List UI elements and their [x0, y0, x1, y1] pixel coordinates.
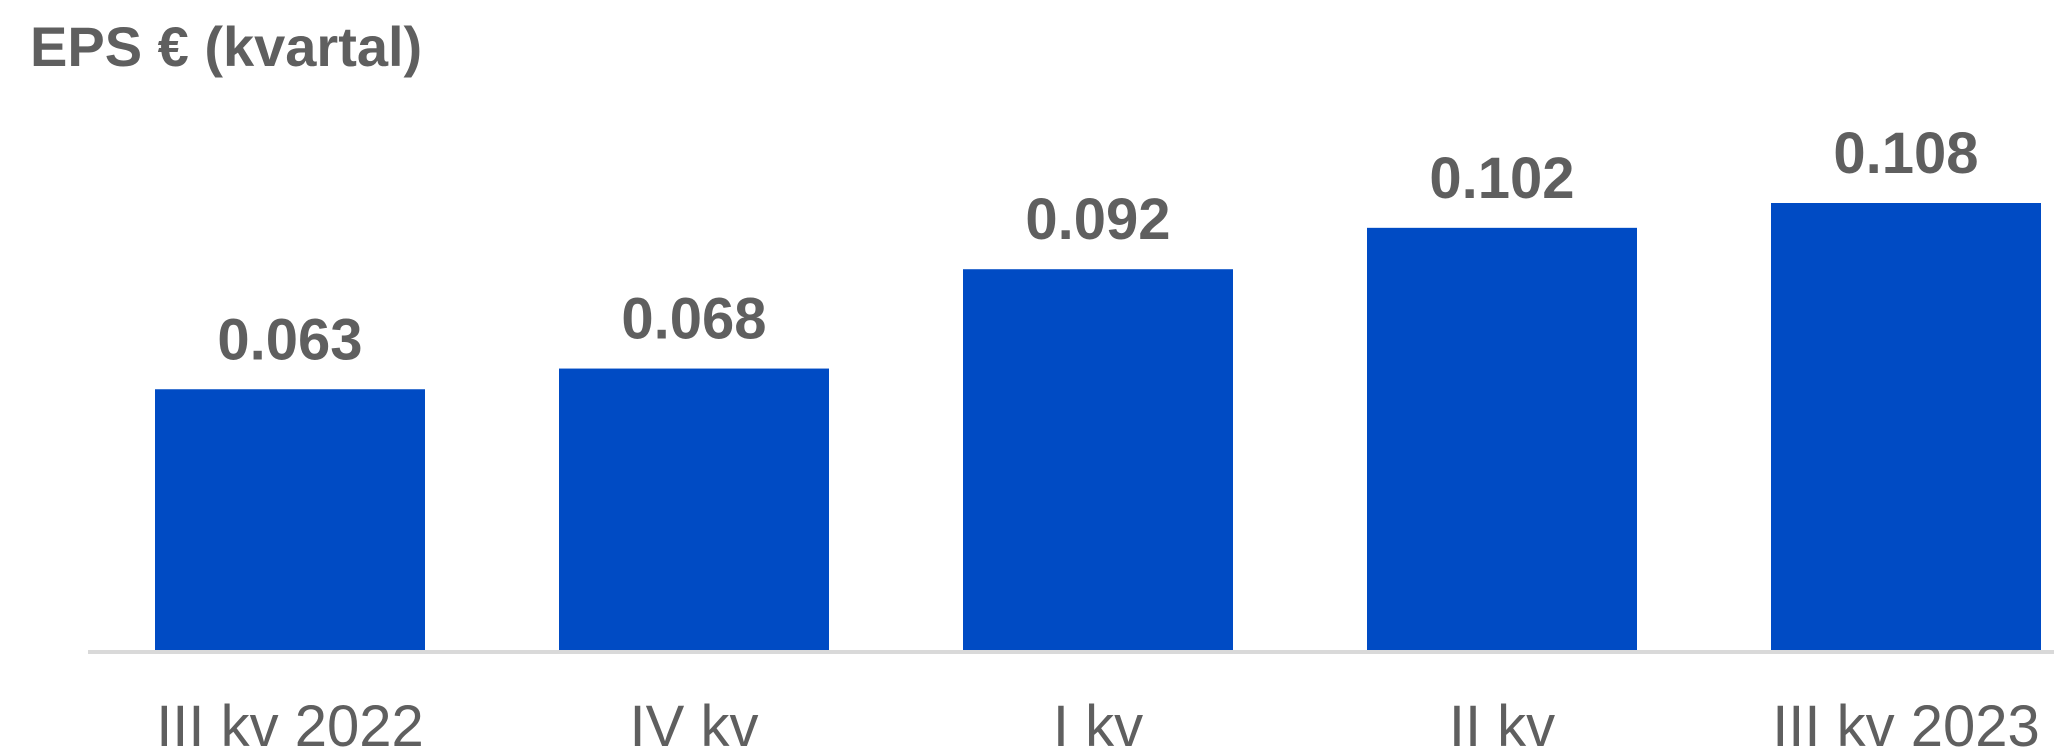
- bars-layer: [155, 203, 2041, 651]
- data-label-1: 0.063: [217, 307, 362, 372]
- x-tick-label-5: III kv 2023: [1772, 694, 2040, 755]
- bar-1: [155, 389, 425, 650]
- bar-4: [1367, 227, 1637, 651]
- bar-2: [559, 368, 829, 650]
- x-tick-label-2: IV kv: [630, 694, 759, 755]
- chart-title: EPS € (kvartal): [30, 15, 422, 78]
- bar-3: [963, 269, 1233, 650]
- data-label-5: 0.108: [1833, 121, 1978, 186]
- data-label-3: 0.092: [1025, 187, 1170, 252]
- x-tick-label-4: II kv: [1449, 694, 1555, 755]
- x-tick-labels-layer: III kv 2022 IV kv I kv II kv III kv 2023: [156, 694, 2040, 755]
- bar-5: [1771, 203, 2041, 650]
- data-label-4: 0.102: [1429, 146, 1574, 211]
- x-tick-label-1: III kv 2022: [156, 694, 424, 755]
- x-tick-label-3: I kv: [1053, 694, 1143, 755]
- data-label-2: 0.068: [621, 287, 766, 352]
- data-labels-layer: 0.063 0.068 0.092 0.102 0.108: [217, 121, 1978, 372]
